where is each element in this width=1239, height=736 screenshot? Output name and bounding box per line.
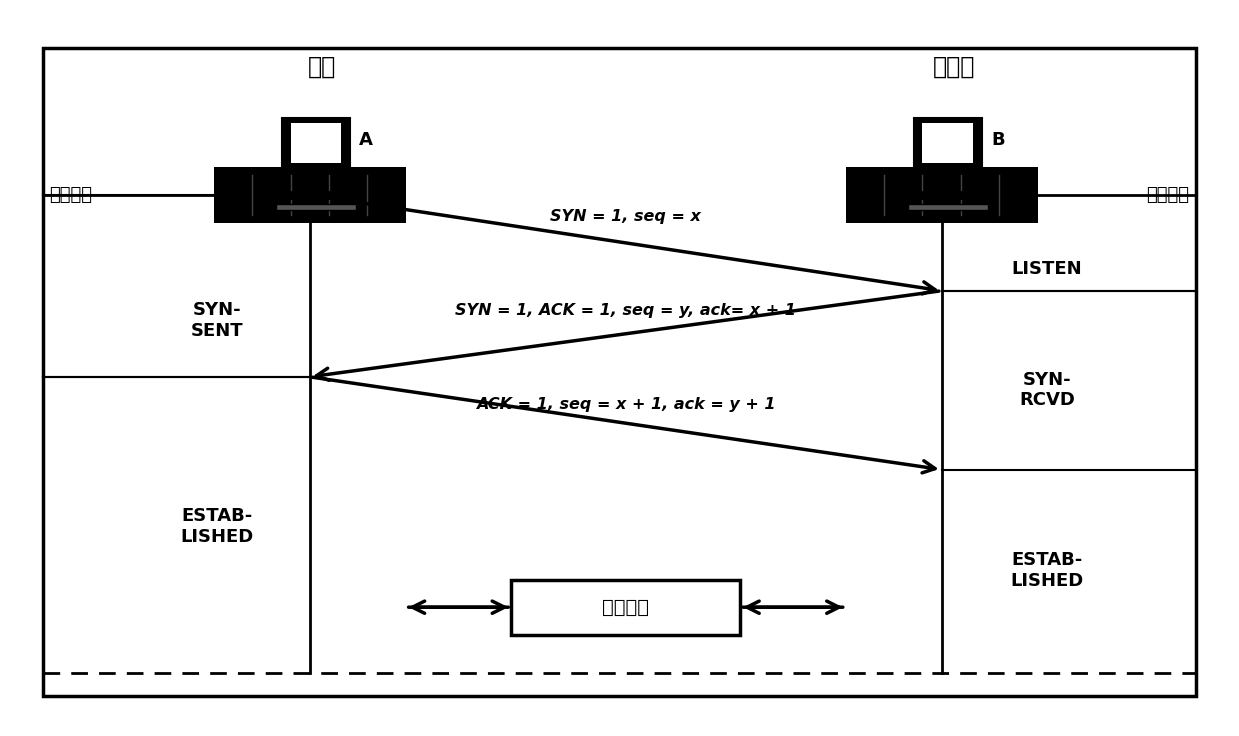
Bar xyxy=(275,204,357,210)
Bar xyxy=(213,168,406,222)
Text: SYN = 1, ACK = 1, seq = y, ack= x + 1: SYN = 1, ACK = 1, seq = y, ack= x + 1 xyxy=(455,303,797,318)
Text: SYN-
SENT: SYN- SENT xyxy=(191,301,243,339)
Bar xyxy=(290,123,342,163)
Text: 被动打开: 被动打开 xyxy=(1146,186,1189,204)
Bar xyxy=(279,191,353,200)
Text: 客户: 客户 xyxy=(309,55,336,79)
Text: 数据传送: 数据传送 xyxy=(602,598,649,617)
Text: A: A xyxy=(359,131,373,149)
Bar xyxy=(510,580,740,634)
Bar xyxy=(922,123,974,163)
Bar xyxy=(942,173,954,191)
Bar xyxy=(911,191,985,200)
Text: LISTEN: LISTEN xyxy=(1011,260,1083,277)
Text: 服务器: 服务器 xyxy=(933,55,975,79)
Bar xyxy=(907,204,989,210)
Bar xyxy=(281,118,351,173)
Bar xyxy=(914,118,983,173)
Bar xyxy=(43,48,1196,696)
Text: SYN = 1, seq = x: SYN = 1, seq = x xyxy=(550,210,701,224)
Bar xyxy=(845,168,1037,222)
Text: ESTAB-
LISHED: ESTAB- LISHED xyxy=(180,507,254,545)
Text: ESTAB-
LISHED: ESTAB- LISHED xyxy=(1010,551,1084,590)
Bar xyxy=(310,173,322,191)
Text: B: B xyxy=(991,131,1005,149)
Text: ACK = 1, seq = x + 1, ack = y + 1: ACK = 1, seq = x + 1, ack = y + 1 xyxy=(476,397,776,412)
Text: 主动打开: 主动打开 xyxy=(50,186,93,204)
Text: SYN-
RCVD: SYN- RCVD xyxy=(1018,371,1075,409)
